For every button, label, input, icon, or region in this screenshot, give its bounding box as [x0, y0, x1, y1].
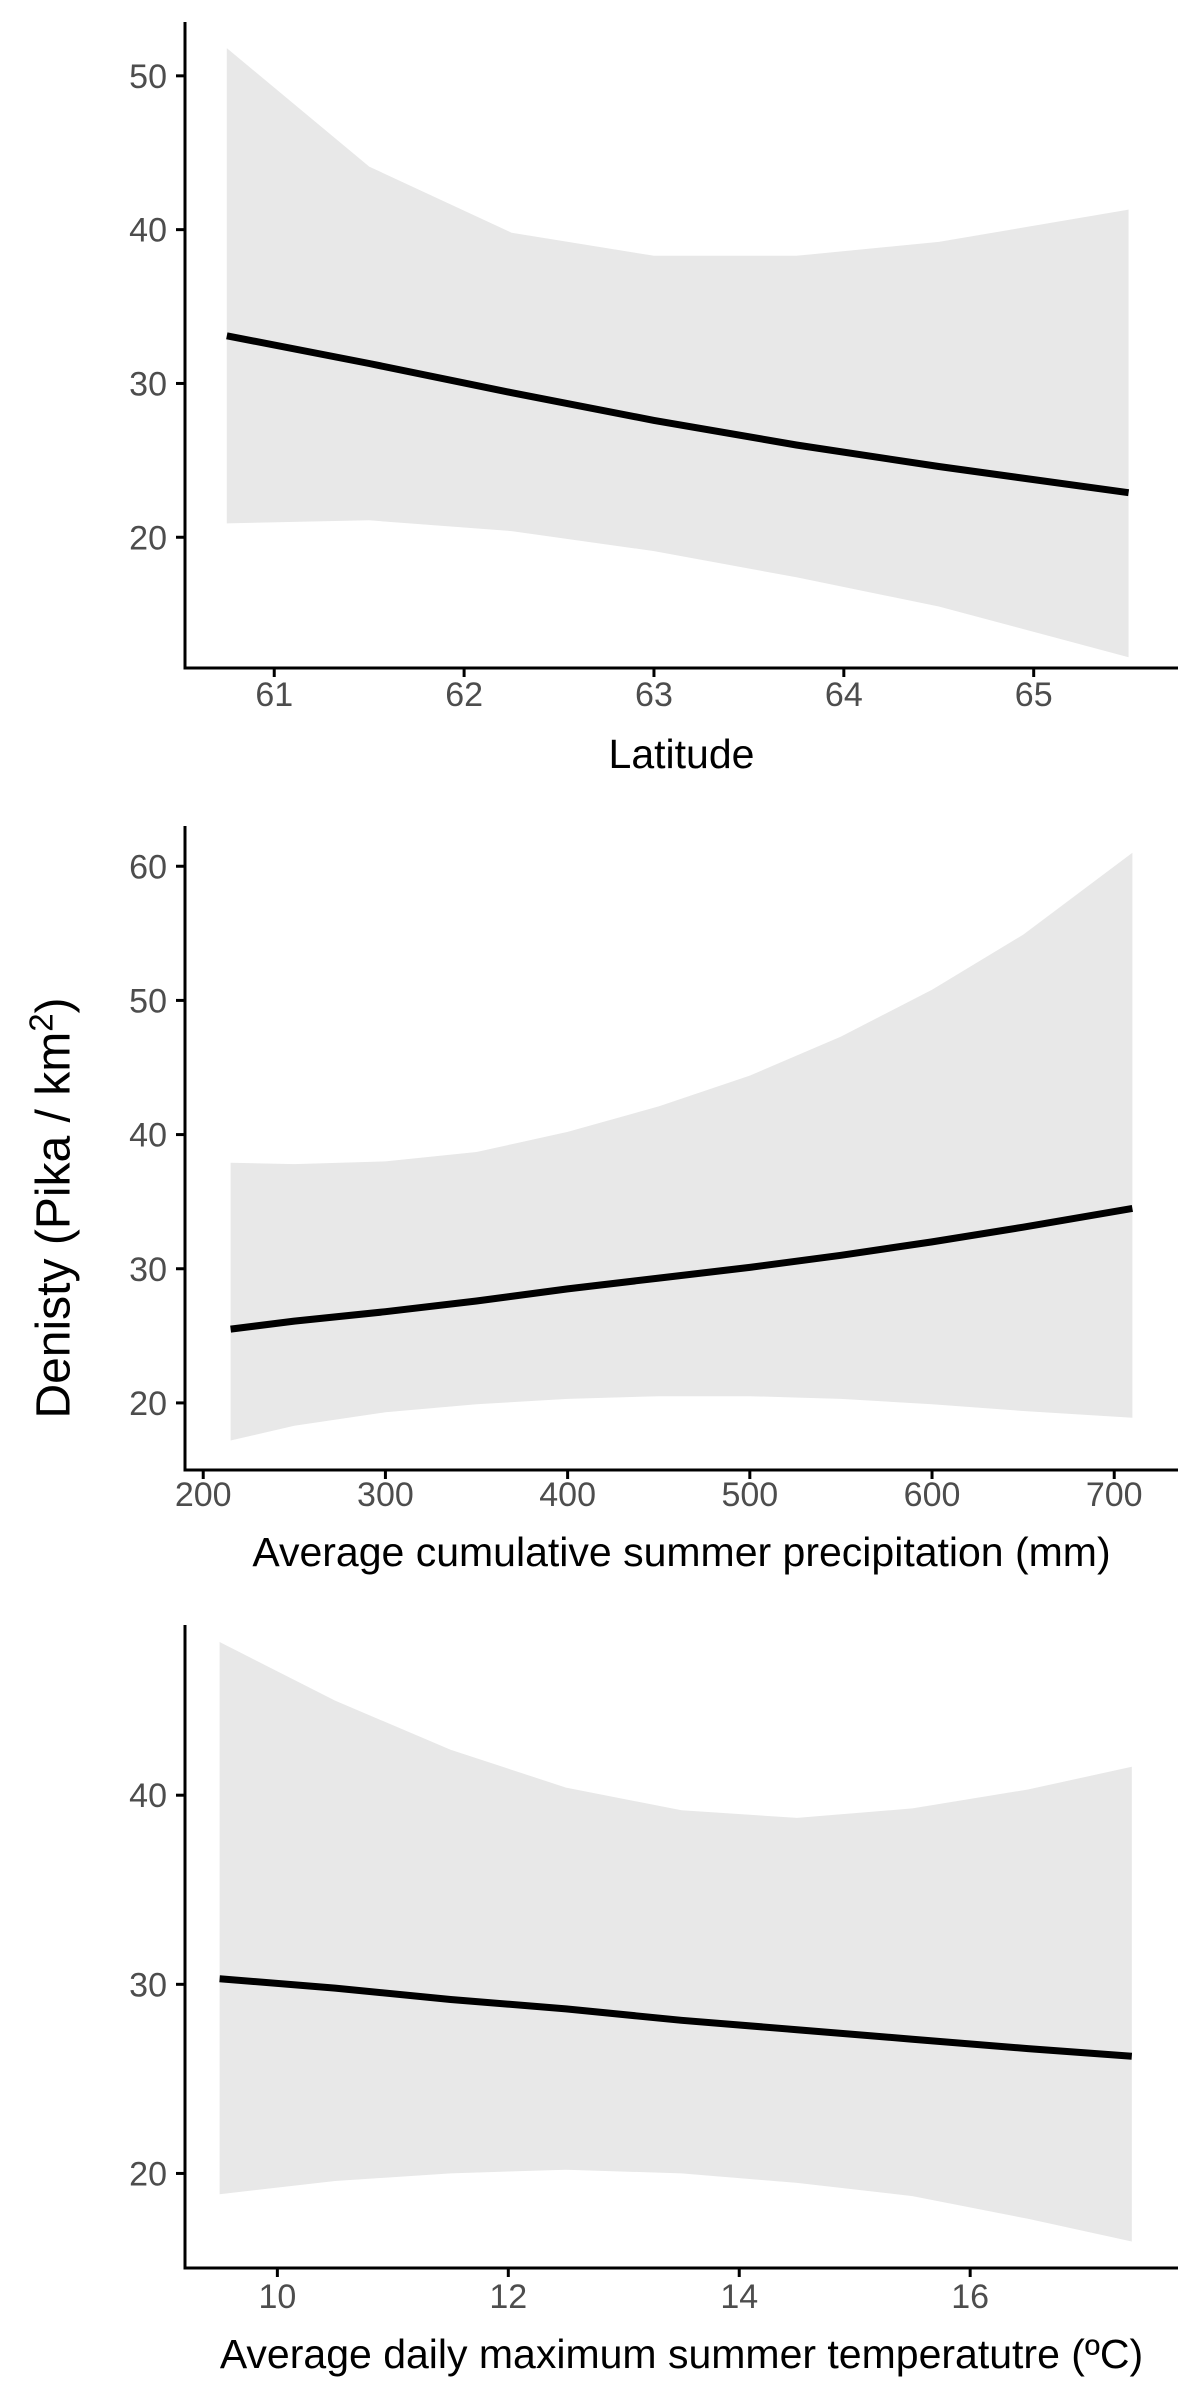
x-axis-title: Average cumulative summer precipitation … [252, 1529, 1110, 1575]
x-tick-label: 65 [1015, 676, 1053, 714]
panel-precipitation: 20 30 40 50 60 200 300 400 500 600 700 Average cumu… [129, 826, 1178, 1575]
y-tick-label: 50 [129, 982, 167, 1020]
fitted-line [230, 1204, 1133, 1333]
x-axis-title: Latitude [609, 731, 755, 777]
x-tick-label: 700 [1086, 1476, 1143, 1514]
y-tick-label: 60 [129, 848, 167, 886]
y-tick-label: 40 [129, 212, 167, 250]
x-tick-label: 10 [258, 2278, 296, 2316]
y-axis-title-superscript: 2 [22, 1013, 60, 1032]
x-tick-label: 12 [489, 2278, 527, 2316]
x-tick-label: 600 [904, 1476, 961, 1514]
panel-temperature: 20 30 40 10 12 14 16 Average daily maximum summ… [129, 1625, 1178, 2377]
y-tick-label: 30 [129, 365, 167, 403]
x-tick-label: 300 [357, 1476, 414, 1514]
y-axis-label-wrap: Denisty (Pika / km2) [0, 0, 81, 1418]
y-tick-label: 30 [129, 1251, 167, 1289]
y-tick-label: 40 [129, 1777, 167, 1815]
y-tick-label: 40 [129, 1117, 167, 1155]
fitted-line [226, 332, 1130, 497]
x-tick-label: 200 [175, 1476, 232, 1514]
x-tick-label: 61 [255, 676, 293, 714]
y-tick-label: 20 [129, 1385, 167, 1423]
y-axis-title: Denisty (Pika / km2) [23, 997, 82, 1418]
confidence-band [230, 852, 1133, 1441]
y-tick-label: 20 [129, 2155, 167, 2193]
y-tick-label: 20 [129, 519, 167, 557]
confidence-band [226, 48, 1129, 658]
x-tick-label: 14 [720, 2278, 758, 2316]
y-tick-label: 30 [129, 1966, 167, 2004]
y-axis-title-main: Denisty (Pika / km [27, 1031, 81, 1419]
fitted-line [219, 1975, 1133, 2060]
x-axis-title: Average daily maximum summer temperatutr… [220, 2331, 1143, 2377]
x-tick-label: 64 [825, 676, 863, 714]
x-tick-label: 62 [445, 676, 483, 714]
y-axis-title-end: ) [27, 997, 81, 1014]
y-tick-label: 50 [129, 58, 167, 96]
x-tick-label: 16 [951, 2278, 989, 2316]
panel-latitude: 20 30 40 50 61 62 63 64 65 Latitude [129, 22, 1178, 777]
x-tick-label: 400 [539, 1476, 596, 1514]
x-tick-label: 63 [635, 676, 673, 714]
confidence-band [219, 1642, 1132, 2242]
x-tick-label: 500 [721, 1476, 778, 1514]
